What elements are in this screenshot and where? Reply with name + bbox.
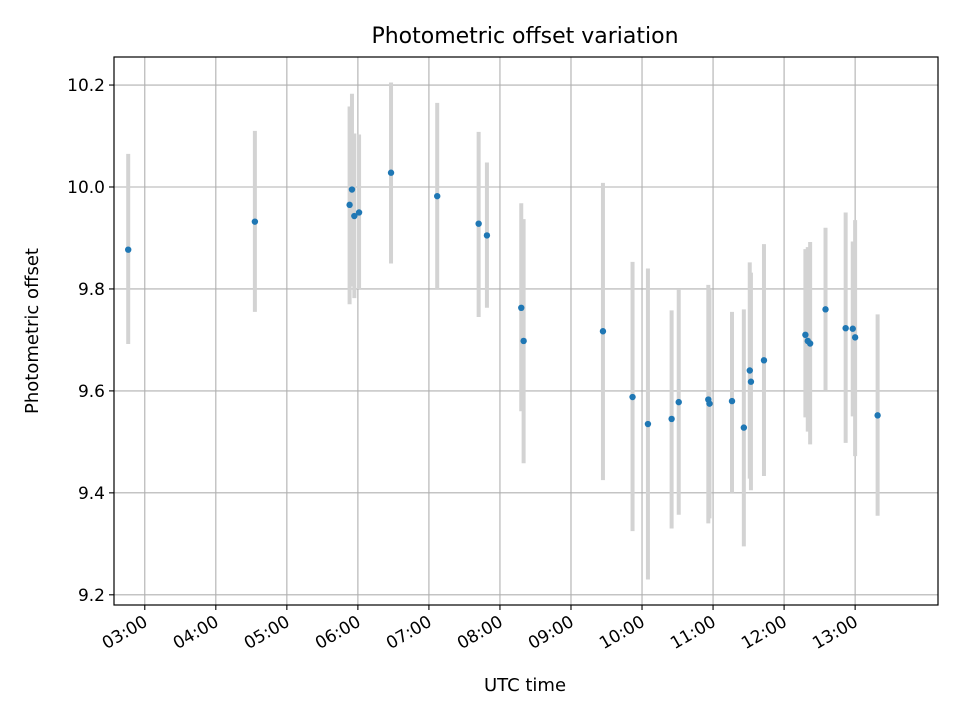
data-point bbox=[644, 420, 652, 428]
data-point bbox=[746, 367, 753, 374]
data-point bbox=[874, 412, 881, 419]
data-point bbox=[802, 331, 809, 339]
data-point bbox=[520, 337, 527, 345]
data-point bbox=[747, 378, 755, 385]
data-point bbox=[483, 232, 491, 239]
y-tick-label: 9.8 bbox=[78, 280, 105, 300]
y-axis-label: Photometric offset bbox=[22, 248, 43, 414]
y-tick-label: 9.4 bbox=[78, 484, 105, 504]
point-layer bbox=[125, 169, 881, 431]
grid-layer bbox=[114, 57, 938, 605]
data-point bbox=[728, 397, 736, 405]
data-point bbox=[355, 209, 363, 216]
y-axis-ticks: 9.2 9.4 9.6 9.8 10.0 10.2 bbox=[67, 76, 114, 606]
data-point bbox=[599, 328, 607, 335]
data-point bbox=[348, 186, 356, 193]
data-point bbox=[346, 201, 353, 209]
chart-title: Photometric offset variation bbox=[371, 24, 678, 49]
data-point bbox=[387, 169, 395, 176]
data-point bbox=[351, 212, 358, 220]
y-tick-label: 10.2 bbox=[67, 76, 105, 96]
data-point bbox=[475, 220, 482, 227]
data-point bbox=[740, 424, 748, 431]
data-point bbox=[806, 340, 814, 347]
data-point bbox=[434, 192, 441, 200]
data-point bbox=[125, 246, 132, 253]
data-point bbox=[629, 393, 636, 401]
x-axis-label: UTC time bbox=[484, 675, 566, 696]
y-tick-label: 9.6 bbox=[78, 382, 105, 402]
data-point bbox=[518, 304, 525, 312]
data-point bbox=[760, 357, 768, 364]
data-point bbox=[251, 218, 259, 225]
y-tick-label: 10.0 bbox=[67, 178, 105, 198]
plot-area-frame bbox=[113, 56, 939, 606]
data-point bbox=[822, 306, 829, 313]
y-tick-label: 9.2 bbox=[78, 586, 105, 606]
data-point bbox=[842, 324, 849, 332]
data-point bbox=[675, 398, 682, 406]
data-point bbox=[851, 334, 859, 341]
data-point bbox=[849, 325, 856, 332]
data-point bbox=[706, 400, 713, 407]
data-point bbox=[668, 415, 675, 423]
